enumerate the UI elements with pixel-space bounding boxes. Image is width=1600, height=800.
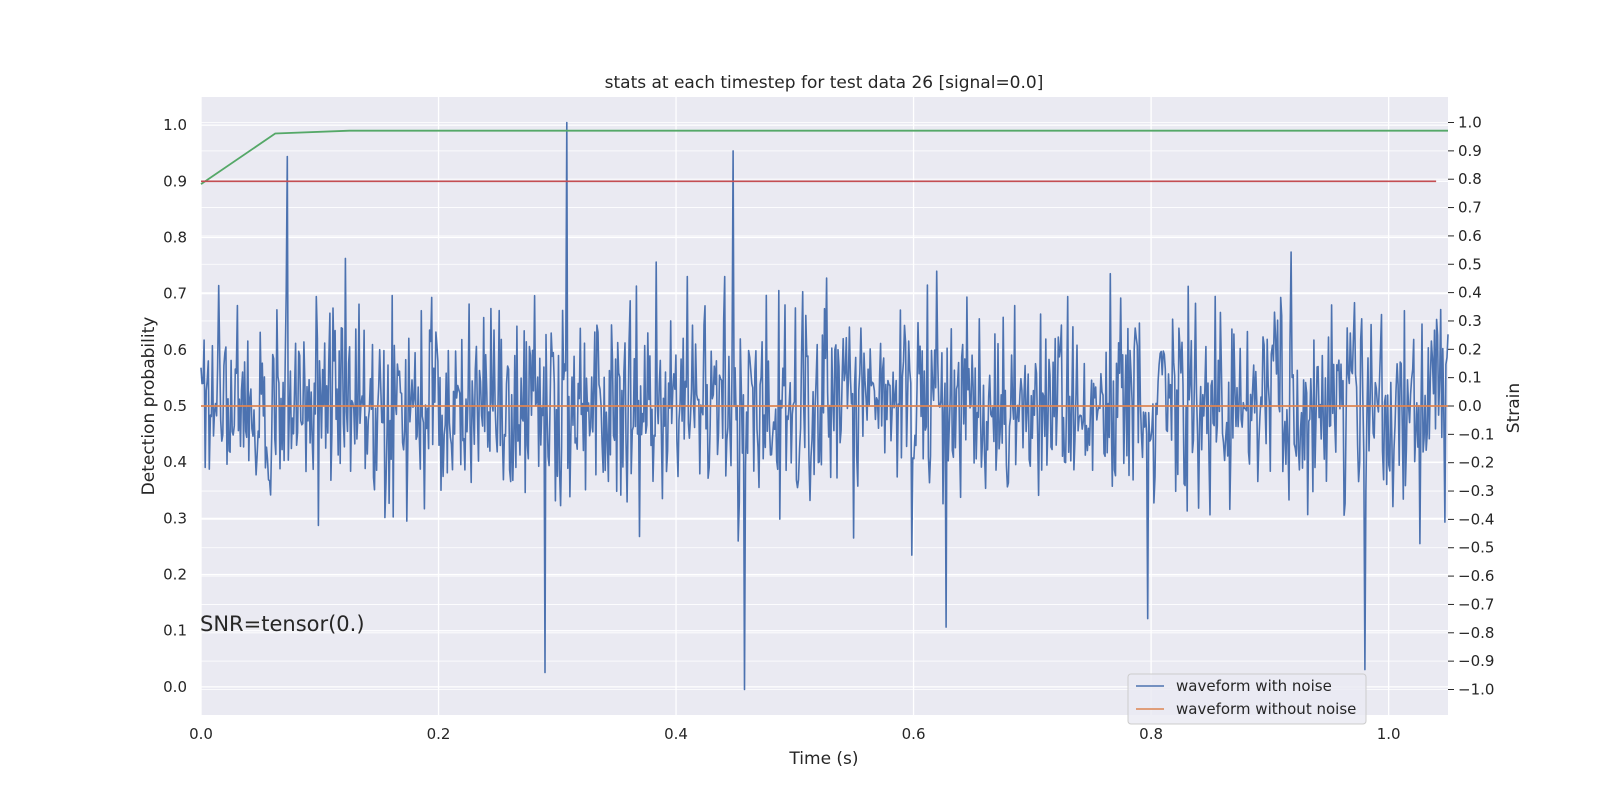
- grid: [200, 97, 1448, 715]
- series-detection-probability: [200, 129, 1448, 185]
- y-axis-label-right: Strain: [1504, 383, 1524, 433]
- y-tick-label-left: 0.4: [163, 453, 187, 471]
- y-tick-label-left: 0.9: [163, 172, 187, 190]
- y-tick-label-left: 0.2: [163, 566, 187, 584]
- plot-content: [200, 121, 1449, 691]
- x-tick-label: 0.2: [427, 725, 451, 743]
- y-tick-label-left: 0.1: [163, 622, 187, 640]
- y-tick-label-right: −0.8: [1458, 624, 1494, 642]
- legend-label-noise: waveform with noise: [1176, 677, 1332, 695]
- y-tick-label-left: 0.7: [163, 285, 187, 303]
- series-waveform-with-noise: [200, 121, 1449, 691]
- y-tick-label-right: 0.8: [1458, 170, 1482, 188]
- y-tick-label-right: 0.2: [1458, 340, 1482, 358]
- y-tick-label-right: −0.6: [1458, 567, 1494, 585]
- y-tick-label-right: −0.5: [1458, 539, 1494, 557]
- y-tick-label-right: −0.1: [1458, 425, 1494, 443]
- x-tick-label: 1.0: [1377, 725, 1401, 743]
- y-tick-label-left: 1.0: [163, 116, 187, 134]
- y-tick-label-right: 0.7: [1458, 199, 1482, 217]
- legend-label-clean: waveform without noise: [1176, 700, 1356, 718]
- y-tick-label-right: −1.0: [1458, 680, 1494, 698]
- y-tick-label-left: 0.6: [163, 341, 187, 359]
- y-tick-label-left: 0.5: [163, 397, 187, 415]
- y-tick-label-right: 0.1: [1458, 369, 1482, 387]
- x-tick-label: 0.0: [189, 725, 213, 743]
- chart-title: stats at each timestep for test data 26 …: [605, 73, 1044, 93]
- y-tick-label-right: 0.0: [1458, 397, 1482, 415]
- y-tick-label-right: 0.9: [1458, 142, 1482, 160]
- y-tick-label-right: −0.4: [1458, 510, 1494, 528]
- y-tick-label-right: −0.9: [1458, 652, 1494, 670]
- y-tick-label-left: 0.8: [163, 228, 187, 246]
- x-tick-label: 0.6: [902, 725, 926, 743]
- y-tick-label-right: −0.2: [1458, 454, 1494, 472]
- y-tick-label-left: 0.3: [163, 509, 187, 527]
- x-tick-label: 0.4: [664, 725, 688, 743]
- y-tick-label-left: 0.0: [163, 678, 187, 696]
- y-tick-label-right: 0.6: [1458, 227, 1482, 245]
- y-tick-label-right: −0.3: [1458, 482, 1494, 500]
- y-axis-label-left: Detection probability: [139, 317, 159, 496]
- y-tick-label-right: 0.3: [1458, 312, 1482, 330]
- y-tick-label-right: 0.4: [1458, 284, 1482, 302]
- legend: waveform with noise waveform without noi…: [1127, 673, 1367, 725]
- snr-annotation: SNR=tensor(0.): [200, 612, 365, 636]
- y-tick-label-right: −0.7: [1458, 595, 1494, 613]
- legend-box: [1127, 673, 1367, 725]
- y-tick-label-right: 0.5: [1458, 255, 1482, 273]
- axes: 0.0 0.2 0.4 0.6 0.8 1.0 0.0 0.1 0.2 0.3 0.4 0.5 0.6 0…: [163, 114, 1494, 743]
- x-axis-label: Time (s): [788, 749, 858, 769]
- x-tick-label: 0.8: [1139, 725, 1163, 743]
- y-tick-label-right: 1.0: [1458, 114, 1482, 132]
